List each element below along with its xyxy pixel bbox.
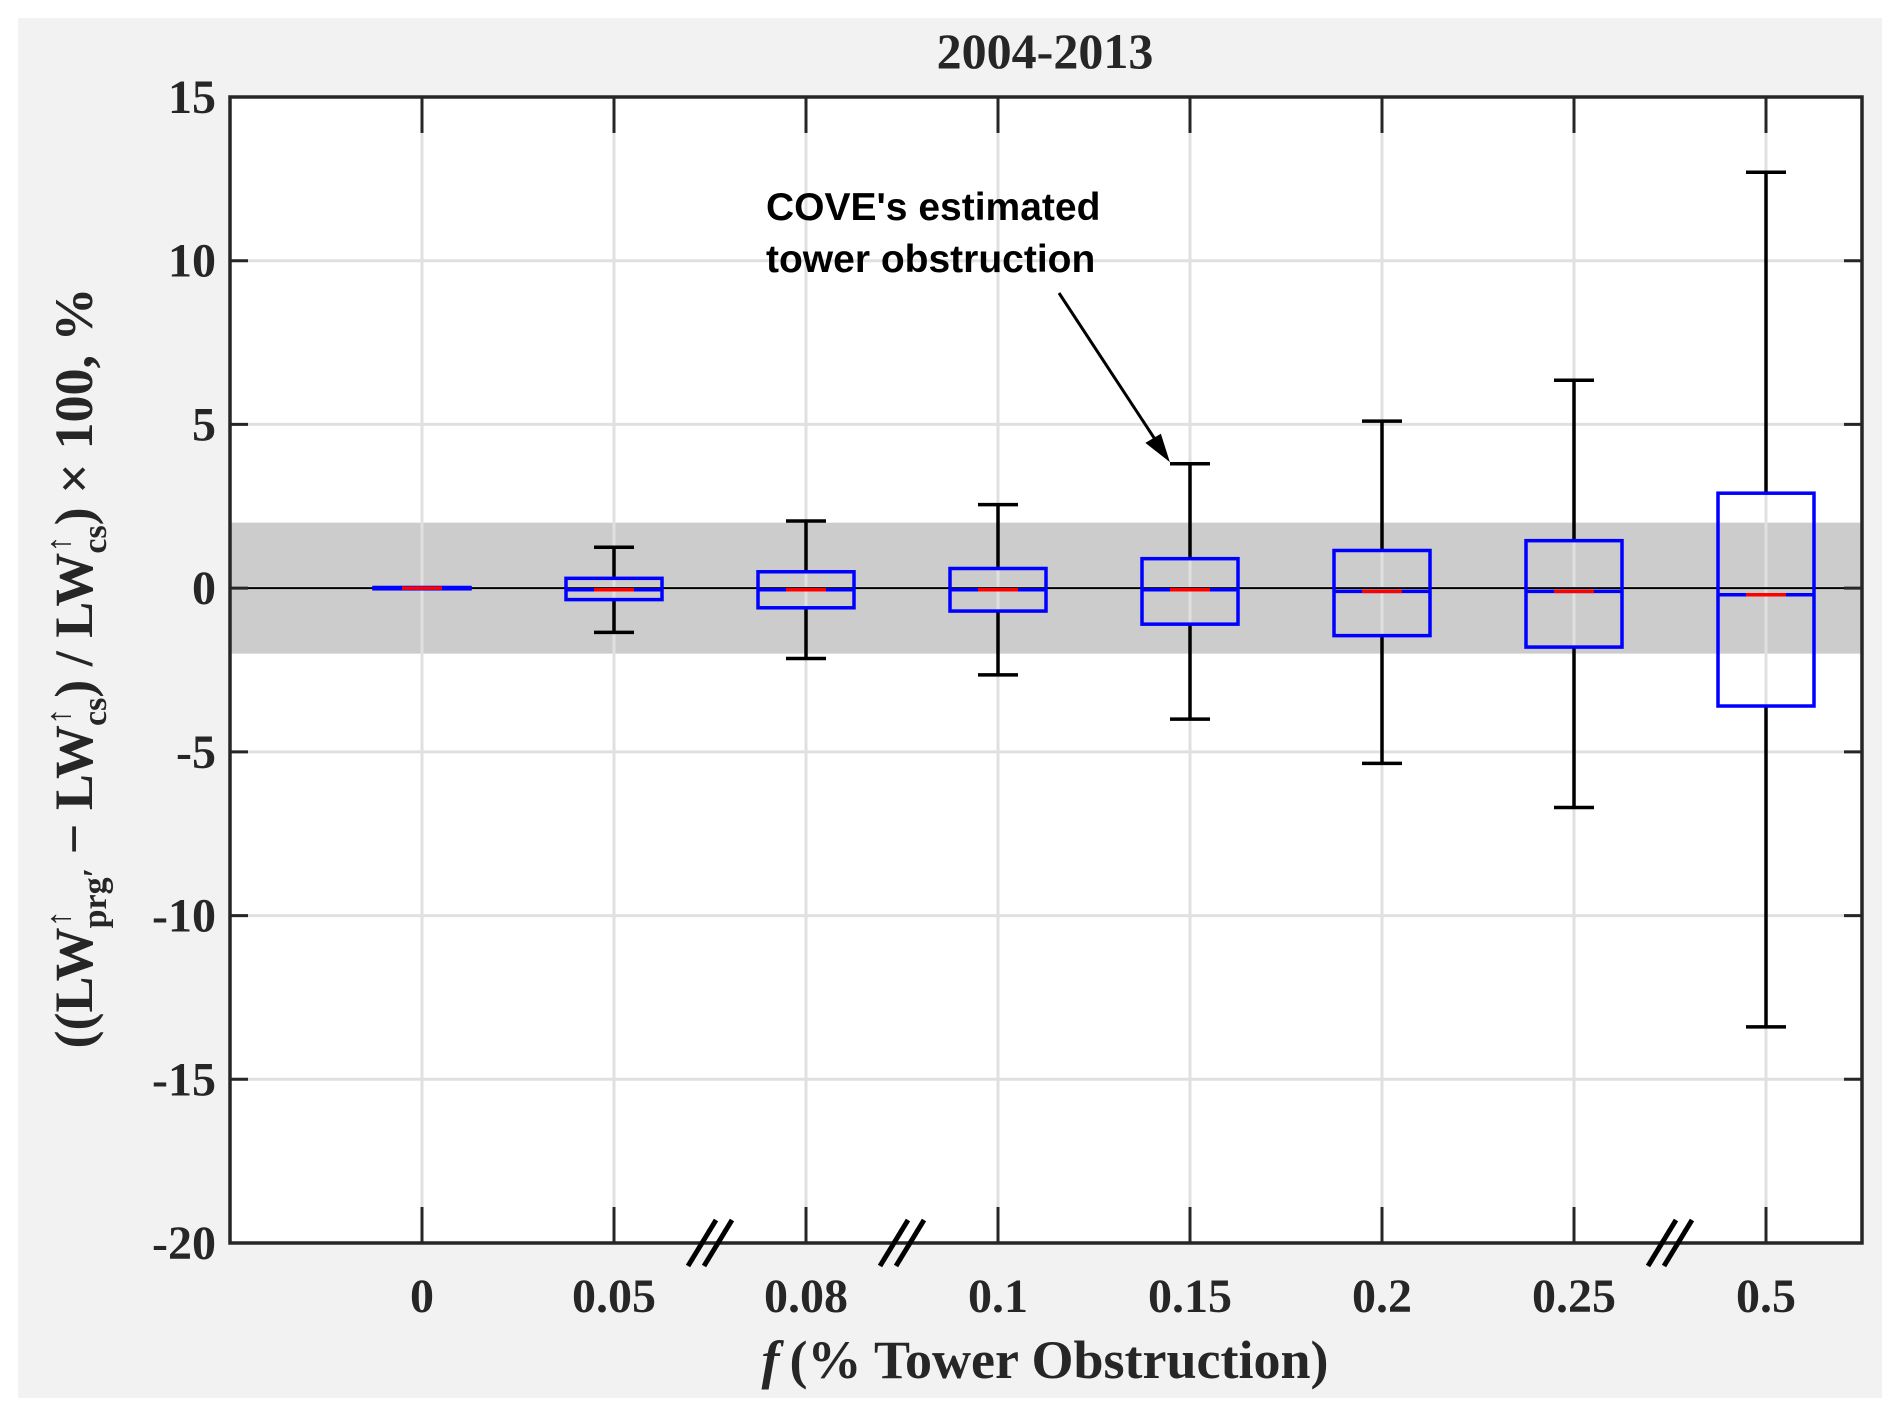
y-tick-label: -10: [152, 890, 216, 943]
x-tick-label: 0.1: [968, 1270, 1028, 1323]
y-tick-label: 5: [192, 398, 216, 451]
annotation-arrow-shaft: [1057, 292, 1164, 451]
axis-break-mark: [1661, 1218, 1695, 1268]
axis-break-mark: [877, 1218, 911, 1268]
y-tick-label: 15: [168, 71, 216, 124]
annotation: COVE's estimated tower obstruction: [766, 186, 1170, 463]
box: [1716, 491, 1816, 708]
axis-break-mark: [701, 1218, 735, 1268]
x-tick-label: 0: [410, 1270, 434, 1323]
x-tick-label: 0.2: [1352, 1270, 1412, 1323]
x-axis-label: f (% Tower Obstruction): [761, 1330, 1328, 1390]
box: [1524, 538, 1624, 649]
x-tick-label: 0.15: [1148, 1270, 1232, 1323]
y-tick-label: -5: [176, 726, 216, 779]
x-tick-label: 0.25: [1532, 1270, 1616, 1323]
y-tick-label: -15: [152, 1053, 216, 1106]
y-tick-label: 0: [192, 562, 216, 615]
annotation-line-2: tower obstruction: [766, 238, 1095, 281]
annotation-line-1: COVE's estimated: [766, 186, 1100, 229]
x-tick-label: 0.5: [1736, 1270, 1796, 1323]
x-tick-label: 0.05: [572, 1270, 656, 1323]
axes-frame: [228, 95, 1864, 1245]
axis-break-mark: [685, 1218, 719, 1268]
annotation-arrowhead: [1145, 433, 1170, 463]
x-tick-label: 0.08: [764, 1270, 848, 1323]
axis-break-mark: [1645, 1218, 1679, 1268]
y-tick-label: 10: [168, 235, 216, 288]
y-axis-label: ((LW↑prg′ − LW↑cs) / LW↑cs) × 100, %: [41, 288, 114, 1049]
y-tick-label: -20: [152, 1217, 216, 1270]
axis-break-mark: [893, 1218, 927, 1268]
chart-title: 2004-2013: [937, 23, 1154, 79]
plot-area: [230, 97, 1862, 1243]
